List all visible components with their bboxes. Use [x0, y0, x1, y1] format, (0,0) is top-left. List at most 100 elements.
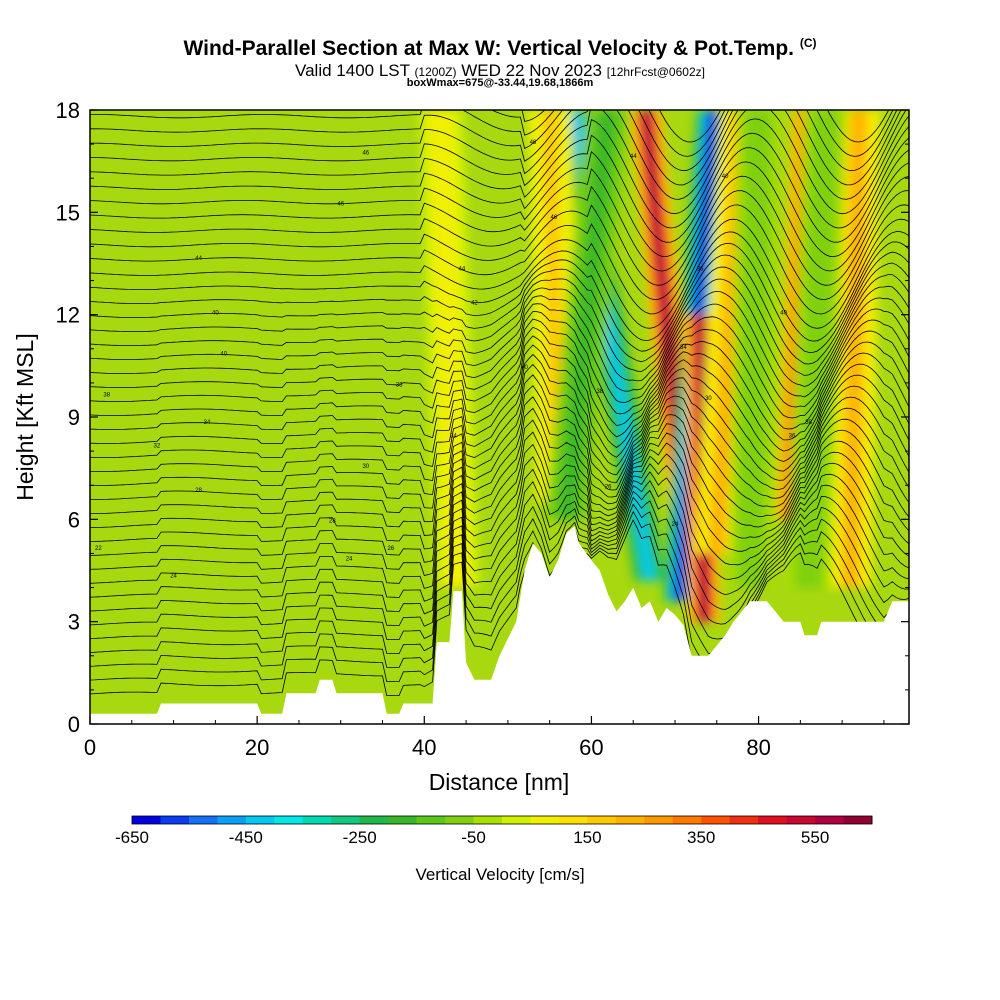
theta-contour-line [90, 110, 907, 200]
x-tick-label: 60 [579, 735, 603, 760]
contour-label: 44 [195, 256, 202, 262]
velocity-band [843, 110, 866, 588]
colorbar-tick-label: 150 [573, 828, 601, 847]
theta-contour-line [90, 489, 909, 640]
theta-contour-line [90, 297, 909, 408]
contour-label: 24 [170, 573, 177, 579]
colorbar-tick-label: -450 [229, 828, 263, 847]
contour-label: 36 [789, 433, 796, 439]
theta-contour-line [90, 374, 909, 495]
contour-label: 40 [780, 311, 787, 317]
colorbar-swatch [786, 816, 816, 824]
contour-label: 46 [530, 140, 537, 146]
y-tick-label: 9 [68, 405, 80, 430]
y-axis-title: Height [Kft MSL] [12, 333, 38, 500]
theta-contour-line [90, 353, 909, 472]
contour-label: 28 [329, 519, 336, 525]
contour-label: 24 [672, 522, 679, 528]
theta-contour-line [90, 262, 909, 376]
theta-contour-line [90, 385, 909, 509]
y-tick-label: 6 [68, 507, 80, 532]
colorbar-tick-label: -50 [461, 828, 486, 847]
theta-contour-line [90, 335, 909, 452]
chart-title: Wind-Parallel Section at Max W: Vertical… [0, 36, 1000, 61]
colorbar-swatch [815, 816, 844, 824]
x-axis-title: Distance [nm] [429, 769, 570, 795]
colorbar-swatch [245, 816, 275, 824]
contour-label: 38 [396, 382, 403, 388]
colorbar-swatch [644, 816, 674, 824]
colorbar-swatch [416, 816, 446, 824]
colorbar-swatch [217, 816, 247, 824]
theta-contour-line [90, 326, 909, 441]
theta-contour-line [90, 218, 909, 329]
colorbar-swatch [359, 816, 389, 824]
colorbar-swatch [445, 816, 474, 824]
y-tick-label: 18 [56, 98, 80, 123]
colorbar-tick-label: 550 [801, 828, 829, 847]
theta-contour-line [90, 419, 909, 550]
contour-label: 42 [471, 300, 478, 306]
contour-label: 44 [459, 266, 466, 272]
theta-contour-line [90, 407, 909, 536]
contour-label: 22 [95, 546, 102, 552]
theta-contour-line [90, 110, 909, 215]
theta-contour-line [90, 496, 909, 654]
colorbar-tick-label: 350 [687, 828, 715, 847]
chart-subtitle: Valid 1400 LST (1200Z) WED 22 Nov 2023 [… [0, 61, 1000, 81]
colorbar-swatch [274, 816, 304, 824]
theta-contour-line [90, 241, 909, 353]
colorbar-title: Vertical Velocity [cm/s] [415, 865, 584, 884]
contour-label: 34 [450, 433, 457, 439]
y-tick-label: 0 [68, 712, 80, 737]
theta-contour-line [90, 251, 909, 365]
theta-contour-line [90, 285, 909, 398]
colorbar-swatch [672, 816, 702, 824]
theta-contour-line [90, 510, 909, 682]
x-tick-label: 40 [412, 735, 436, 760]
theta-contour-line [90, 442, 909, 576]
contour-label: 32 [154, 444, 161, 450]
x-tick-label: 20 [245, 735, 269, 760]
colorbar-swatch [843, 816, 873, 824]
colorbar-swatch [132, 816, 161, 824]
theta-contour-line [90, 308, 909, 419]
theta-contour-line [90, 503, 909, 668]
colorbar-ticks: -650 -450 -250 -50 150 350 550 [115, 828, 829, 847]
colorbar-swatch [758, 816, 788, 824]
x-axis-ticks: 0 20 40 60 80 [84, 716, 885, 760]
colorbar-swatch [188, 816, 218, 824]
colorbar-swatch [331, 816, 361, 824]
colorbar-swatch [729, 816, 759, 824]
velocity-field [419, 110, 881, 622]
theta-contour-line [90, 519, 909, 696]
contour-label: 38 [103, 393, 110, 399]
theta-contour-line [90, 161, 909, 272]
colorbar-swatch [302, 816, 332, 824]
contour-label: 30 [362, 464, 369, 470]
valid-prefix: Valid 1400 LST [295, 61, 410, 80]
contour-label: 40 [722, 174, 729, 180]
box-info: boxWmax=675@-33.44,19.68,1866m [406, 77, 594, 89]
theta-contour-line [90, 110, 902, 186]
theta-contour-line [90, 471, 909, 615]
y-tick-label: 15 [56, 200, 80, 225]
contour-labels: 46 46 44 44 40 40 38 38 34 34 32 30 28 28 26 22 24 24 46 46… [95, 140, 813, 579]
x-tick-label: 0 [84, 735, 96, 760]
theta-contour-line [90, 453, 909, 589]
valid-date: WED 22 Nov 2023 [461, 61, 602, 80]
theta-contours [90, 110, 909, 696]
theta-contour-line [90, 110, 898, 172]
colorbar-tick-label: -650 [115, 828, 149, 847]
colorbar-swatch [473, 816, 503, 824]
colorbar-swatch [530, 816, 560, 824]
colorbar-swatch [388, 816, 418, 824]
theta-contour-line [90, 204, 909, 315]
y-tick-label: 3 [68, 610, 80, 635]
contour-label: 36 [697, 266, 704, 272]
theta-contour-line [90, 175, 909, 286]
copyright-mark: (C) [799, 36, 817, 50]
colorbar [131, 815, 873, 825]
